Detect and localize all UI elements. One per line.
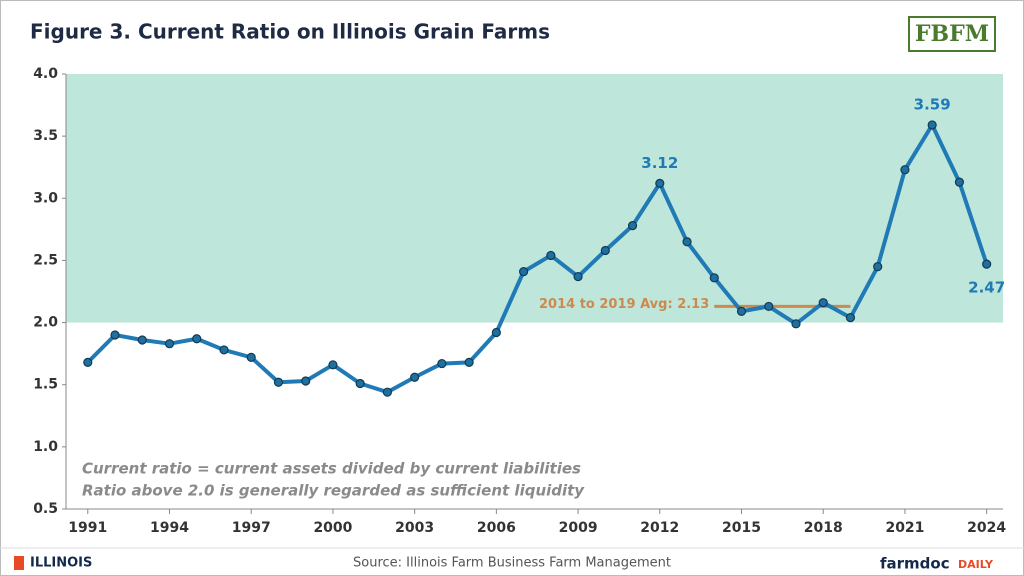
average-label: 2014 to 2019 Avg: 2.13 <box>539 297 709 312</box>
x-tick-label: 1994 <box>150 520 189 536</box>
y-tick-label: 2.0 <box>33 315 58 331</box>
x-tick-label: 2012 <box>640 520 679 536</box>
y-tick-label: 2.5 <box>33 252 58 268</box>
point <box>246 352 256 362</box>
chart-title: Figure 3. Current Ratio on Illinois Grai… <box>30 20 550 44</box>
point <box>355 378 365 389</box>
point <box>192 334 202 344</box>
point <box>600 245 610 256</box>
x-tick-label: 2009 <box>559 520 598 536</box>
logo-box <box>908 16 996 52</box>
x-tick-label: 2021 <box>885 520 924 536</box>
point <box>464 357 474 367</box>
point <box>736 306 747 316</box>
point <box>164 339 175 349</box>
data-label: 2.47 <box>968 279 1005 297</box>
point <box>764 301 774 312</box>
point <box>791 319 801 329</box>
data-label: 3.12 <box>641 154 678 172</box>
point <box>954 177 965 187</box>
point <box>273 377 284 387</box>
x-tick-label: 1997 <box>232 520 271 536</box>
point <box>682 237 692 247</box>
logo-daily: DAILY <box>958 558 994 571</box>
point <box>110 330 120 340</box>
y-tick-label: 3.0 <box>33 190 58 206</box>
point <box>519 267 529 277</box>
source: Source: Illinois Farm Business Farm Mana… <box>353 556 671 571</box>
point <box>437 358 447 369</box>
y-tick-label: 1.0 <box>33 439 58 455</box>
point <box>137 335 147 345</box>
point <box>927 120 937 130</box>
logo-farmdoc: farmdoc <box>880 555 950 573</box>
note: Ratio above 2.0 is generally regarded as… <box>82 482 585 500</box>
y-tick-label: 4.0 <box>33 66 58 82</box>
point <box>83 357 93 367</box>
point <box>491 327 501 338</box>
point <box>655 178 665 188</box>
x-tick-label: 2015 <box>722 520 761 536</box>
y-tick-label: 3.5 <box>33 128 58 144</box>
y-tick-label: 0.5 <box>33 501 58 517</box>
y-tick-label: 1.5 <box>33 377 58 393</box>
illinois-icon <box>14 556 24 570</box>
point <box>873 262 883 272</box>
logo-fbfm: FBFM <box>915 21 989 47</box>
x-tick-label: 2018 <box>804 520 843 536</box>
x-tick-label: 2006 <box>477 520 516 536</box>
point <box>328 360 338 370</box>
x-tick-label: 2000 <box>313 520 352 536</box>
point <box>546 250 556 261</box>
point <box>818 298 828 308</box>
point <box>219 345 229 355</box>
point <box>845 313 856 323</box>
shaded-band <box>66 74 1003 323</box>
point <box>982 259 992 269</box>
point <box>900 165 910 175</box>
note: Current ratio = current assets divided b… <box>82 460 581 478</box>
point <box>709 273 719 283</box>
series-line <box>86 122 989 395</box>
x-tick-label: 2003 <box>395 520 434 536</box>
data-label: 3.59 <box>914 95 951 113</box>
point <box>410 372 420 382</box>
point <box>573 271 583 282</box>
point <box>382 387 393 397</box>
point <box>301 376 311 386</box>
x-tick-label: 1991 <box>68 520 107 536</box>
logo-illinois: ILLINOIS <box>30 556 92 571</box>
point <box>627 221 638 231</box>
x-tick-label: 2024 <box>967 520 1006 536</box>
